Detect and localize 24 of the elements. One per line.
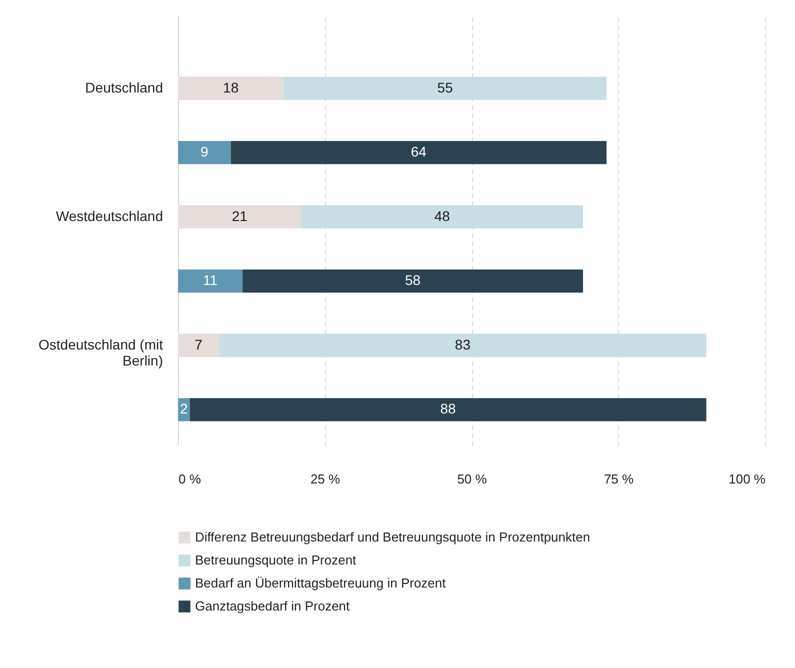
- data-label: 83: [454, 336, 471, 352]
- y-tick-label: Ostdeutschland (mit Berlin): [38, 336, 164, 368]
- data-label: 88: [440, 400, 456, 417]
- x-tick-label: 100 %: [728, 472, 766, 486]
- y-tick-label: Westdeutschland: [56, 208, 163, 224]
- data-label: 48: [434, 208, 450, 224]
- data-label: 18: [223, 79, 239, 96]
- data-label: 55: [437, 79, 454, 96]
- x-tick-label: 75 %: [604, 472, 634, 486]
- legend-label: Differenz Betreuungsbedarf und Betreuungsquote in Prozentpunkten: [195, 530, 590, 544]
- data-label: 64: [410, 144, 427, 160]
- data-label: 58: [405, 272, 421, 288]
- data-label: 9: [200, 144, 209, 160]
- x-tick-label: 0 %: [178, 472, 202, 486]
- legend-label: Bedarf an Übermittagsbetreuung in Prozent: [195, 576, 446, 590]
- legend-label: Ganztagsbedarf in Prozent: [195, 598, 350, 614]
- x-tick-label: 50 %: [457, 472, 488, 486]
- y-tick-label: Deutschland: [85, 79, 163, 96]
- data-label: 21: [232, 208, 248, 224]
- legend-label: Betreuungsquote in Prozent: [195, 552, 357, 568]
- data-label: 7: [194, 336, 203, 352]
- data-label: 11: [203, 272, 218, 288]
- x-tick-label: 25 %: [310, 472, 340, 486]
- data-label: 2: [180, 400, 188, 417]
